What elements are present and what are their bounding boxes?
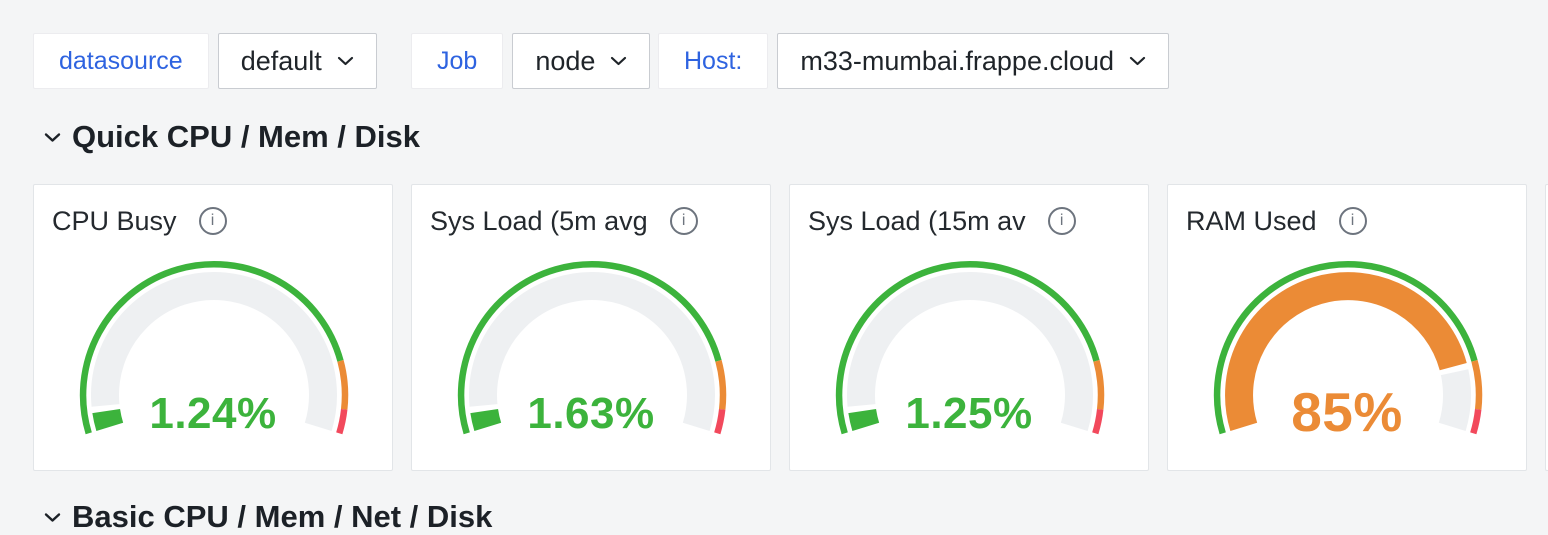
- chevron-down-icon: [44, 132, 61, 142]
- panel-header[interactable]: Sys Load (15m av: [790, 185, 1148, 241]
- gauge-chart: [830, 259, 1110, 471]
- filter-group-host: Host: m33-mumbai.frappe.cloud: [658, 33, 1170, 89]
- panel-header[interactable]: CPU Busy: [34, 185, 392, 241]
- job-label: Job: [411, 33, 504, 89]
- section-header-basic-cpu-mem-net-disk[interactable]: Basic CPU / Mem / Net / Disk: [44, 499, 492, 535]
- section-title: Quick CPU / Mem / Disk: [72, 119, 420, 154]
- panel-title[interactable]: RAM Used: [1186, 205, 1317, 236]
- chevron-down-icon: [611, 56, 627, 66]
- panel-header[interactable]: Sys Load (5m avg: [412, 185, 770, 241]
- panel-title[interactable]: Sys Load (5m avg: [430, 205, 648, 236]
- panel-cpu-busy: CPU Busy 1.24%: [33, 184, 393, 471]
- host-dropdown-value: m33-mumbai.frappe.cloud: [800, 45, 1115, 76]
- host-label: Host:: [658, 33, 769, 89]
- job-dropdown-value: node: [535, 45, 596, 76]
- gauge-value: 1.24%: [149, 389, 277, 438]
- panel-header[interactable]: RAM Used: [1168, 185, 1526, 241]
- datasource-label-text: datasource: [59, 46, 183, 75]
- datasource-label: datasource: [33, 33, 209, 89]
- host-dropdown[interactable]: m33-mumbai.frappe.cloud: [777, 33, 1170, 89]
- panel-title[interactable]: CPU Busy: [52, 205, 177, 236]
- info-icon[interactable]: [198, 207, 227, 235]
- gauge-value: 1.25%: [905, 389, 1033, 438]
- info-icon[interactable]: [1047, 207, 1076, 235]
- datasource-dropdown-value: default: [240, 45, 322, 76]
- gauge-value: 1.63%: [527, 389, 655, 438]
- section-header-quick-cpu-mem-disk[interactable]: Quick CPU / Mem / Disk: [44, 119, 420, 155]
- panel-sys-load-5m: Sys Load (5m avg 1.63%: [411, 184, 771, 471]
- chevron-down-icon: [44, 512, 61, 522]
- panel-ram-used: RAM Used 85%: [1167, 184, 1527, 471]
- filter-group-job: Job node: [411, 33, 651, 89]
- panel-title[interactable]: Sys Load (15m av: [808, 205, 1026, 236]
- info-icon[interactable]: [669, 207, 698, 235]
- gauge-chart: [1208, 259, 1488, 471]
- chevron-down-icon: [1129, 56, 1146, 66]
- gauge-value: 85%: [1291, 381, 1403, 443]
- filter-group-datasource: datasource default: [33, 33, 377, 89]
- job-label-text: Job: [437, 46, 478, 75]
- job-dropdown[interactable]: node: [512, 33, 651, 89]
- panel-sys-load-15m: Sys Load (15m av 1.25%: [789, 184, 1149, 471]
- gauge-chart: [452, 259, 732, 471]
- panel-partial-right: [1545, 184, 1548, 471]
- chevron-down-icon: [337, 56, 353, 66]
- datasource-dropdown[interactable]: default: [217, 33, 377, 89]
- gauge-chart: [74, 259, 354, 471]
- host-label-text: Host:: [684, 46, 743, 75]
- section-title: Basic CPU / Mem / Net / Disk: [72, 499, 493, 534]
- info-icon[interactable]: [1338, 207, 1367, 235]
